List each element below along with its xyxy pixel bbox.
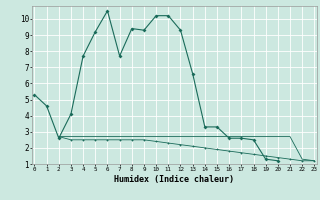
X-axis label: Humidex (Indice chaleur): Humidex (Indice chaleur) (115, 175, 234, 184)
